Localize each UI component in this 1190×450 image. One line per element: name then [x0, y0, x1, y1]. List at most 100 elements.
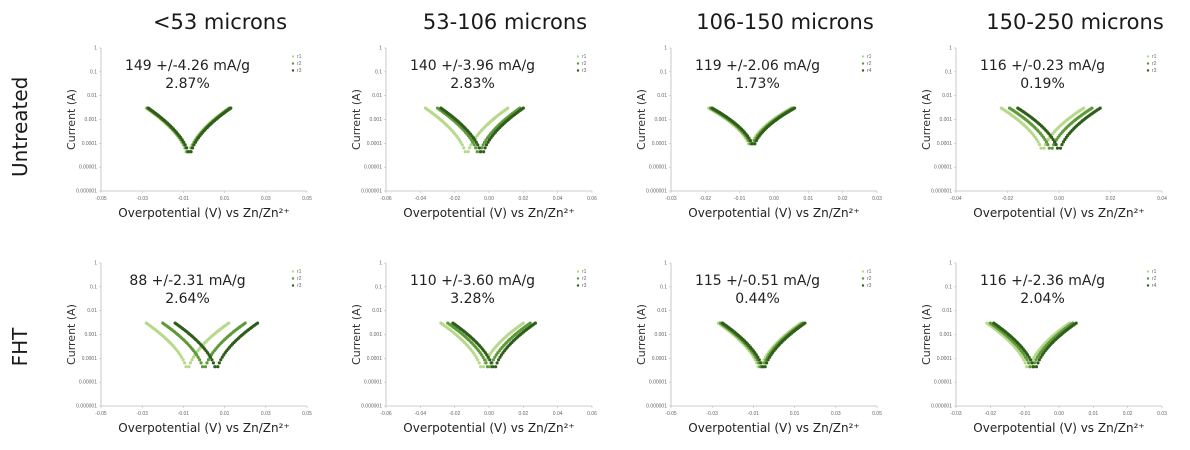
data-point	[1024, 355, 1028, 359]
data-point	[1061, 140, 1066, 144]
x-tick-label: 0.03	[872, 196, 882, 202]
x-axis-label: Overpotential (V) vs Zn/Zn²⁺	[403, 421, 574, 435]
y-tick-label: 0.0001	[367, 141, 383, 147]
data-point	[459, 140, 463, 144]
legend-marker	[1146, 55, 1150, 58]
data-point	[491, 365, 495, 369]
data-point	[476, 358, 480, 362]
y-tick-label: 0.0001	[82, 141, 98, 147]
data-point	[460, 143, 464, 147]
data-point	[484, 143, 489, 147]
annotation-text: 2.04%	[1020, 291, 1064, 307]
legend-marker	[291, 284, 295, 287]
x-tick-label: -0.01	[178, 411, 190, 417]
y-axis-label: Current (A)	[635, 89, 648, 150]
legend-label: r3	[582, 68, 587, 74]
data-point	[187, 365, 191, 369]
data-point	[1034, 358, 1038, 362]
legend-marker	[861, 55, 865, 58]
x-tick-label: 0.05	[872, 411, 882, 417]
x-tick-label: 0.00	[1054, 196, 1064, 202]
data-point	[748, 138, 753, 143]
x-tick-label: 0.00	[769, 196, 779, 202]
x-tick-label: -0.03	[665, 196, 677, 202]
legend-label: r3	[297, 68, 302, 74]
data-point	[185, 146, 189, 150]
data-point	[1044, 140, 1048, 144]
y-tick-label: 0.1	[90, 69, 97, 75]
data-point	[1026, 361, 1031, 365]
y-tick-label: 0.1	[90, 284, 97, 290]
data-point	[1054, 143, 1058, 147]
data-point	[488, 365, 493, 369]
x-tick-label: -0.03	[950, 411, 962, 417]
x-tick-label: -0.03	[136, 411, 148, 417]
data-point	[1055, 146, 1060, 150]
y-tick-label: 0.1	[375, 284, 382, 290]
legend-marker	[291, 69, 295, 72]
x-tick-label: -0.06	[380, 196, 392, 202]
y-tick-label: 0.0001	[652, 141, 668, 147]
data-point	[765, 361, 769, 365]
data-point	[1058, 146, 1063, 150]
x-tick-label: -0.01	[734, 196, 746, 202]
data-point	[1034, 365, 1039, 369]
data-point	[754, 138, 758, 143]
data-point	[196, 355, 200, 359]
data-point	[213, 365, 217, 369]
annotation-text: 2.87%	[165, 76, 209, 92]
data-point	[498, 355, 502, 359]
x-tick-label: 0.06	[587, 196, 597, 202]
y-tick-label: 0.000001	[931, 189, 952, 195]
annotation-text: 1.73%	[735, 76, 779, 92]
y-axis-label: Current (A)	[920, 89, 933, 150]
data-point	[484, 361, 488, 365]
annotation-text: 88 +/-2.31 mA/g	[129, 273, 245, 289]
x-tick-label: -0.01	[748, 411, 760, 417]
x-tick-label: 0.01	[220, 196, 230, 202]
annotation-text: 2.83%	[450, 76, 494, 92]
y-tick-label: 0.1	[945, 69, 952, 75]
legend-label: r1	[297, 54, 302, 60]
x-axis-label: Overpotential (V) vs Zn/Zn²⁺	[688, 206, 859, 220]
data-point	[227, 321, 231, 325]
y-axis-label: Current (A)	[350, 304, 363, 365]
y-tick-label: 1	[94, 46, 97, 52]
data-point	[521, 321, 525, 325]
x-axis-label: Overpotential (V) vs Zn/Zn²⁺	[973, 421, 1144, 435]
chart-panel-untreated-lt53: 1 0.1 0.01 0.001 0.0001 0.00001 0.000001 -0.05 -…	[55, 40, 325, 235]
x-tick-label: 0.01	[803, 196, 813, 202]
data-point	[180, 355, 184, 359]
legend-label: r2	[297, 61, 302, 67]
legend-label: r1	[1152, 269, 1157, 275]
data-point	[207, 353, 211, 357]
y-axis-label: Current (A)	[920, 304, 933, 365]
data-point	[477, 146, 481, 150]
series-r2	[988, 321, 1075, 369]
x-tick-label: -0.05	[95, 196, 107, 202]
data-point	[480, 146, 484, 150]
series-r2	[161, 321, 247, 369]
data-point	[1046, 143, 1050, 147]
legend-marker	[576, 62, 580, 65]
y-tick-label: 0.00001	[649, 380, 667, 386]
series-r1	[439, 321, 525, 369]
legend-label: r3	[867, 283, 872, 289]
y-tick-label: 0.00001	[364, 165, 382, 171]
y-tick-label: 1	[379, 261, 382, 267]
legend-marker	[861, 62, 865, 65]
data-point	[496, 358, 501, 362]
x-tick-label: 0.00	[484, 411, 494, 417]
x-axis-label: Overpotential (V) vs Zn/Zn²⁺	[973, 206, 1144, 220]
data-point	[766, 358, 770, 362]
y-tick-label: 0.1	[660, 69, 667, 75]
data-point	[482, 150, 486, 154]
legend-label: r2	[1152, 276, 1157, 282]
x-tick-label: -0.02	[1002, 196, 1014, 202]
x-tick-label: -0.02	[449, 411, 461, 417]
annotation-text: 119 +/-2.06 mA/g	[695, 58, 820, 74]
x-tick-label: 0.04	[1157, 196, 1167, 202]
data-point	[210, 358, 214, 362]
data-point	[1043, 137, 1047, 142]
data-point	[1028, 358, 1033, 362]
